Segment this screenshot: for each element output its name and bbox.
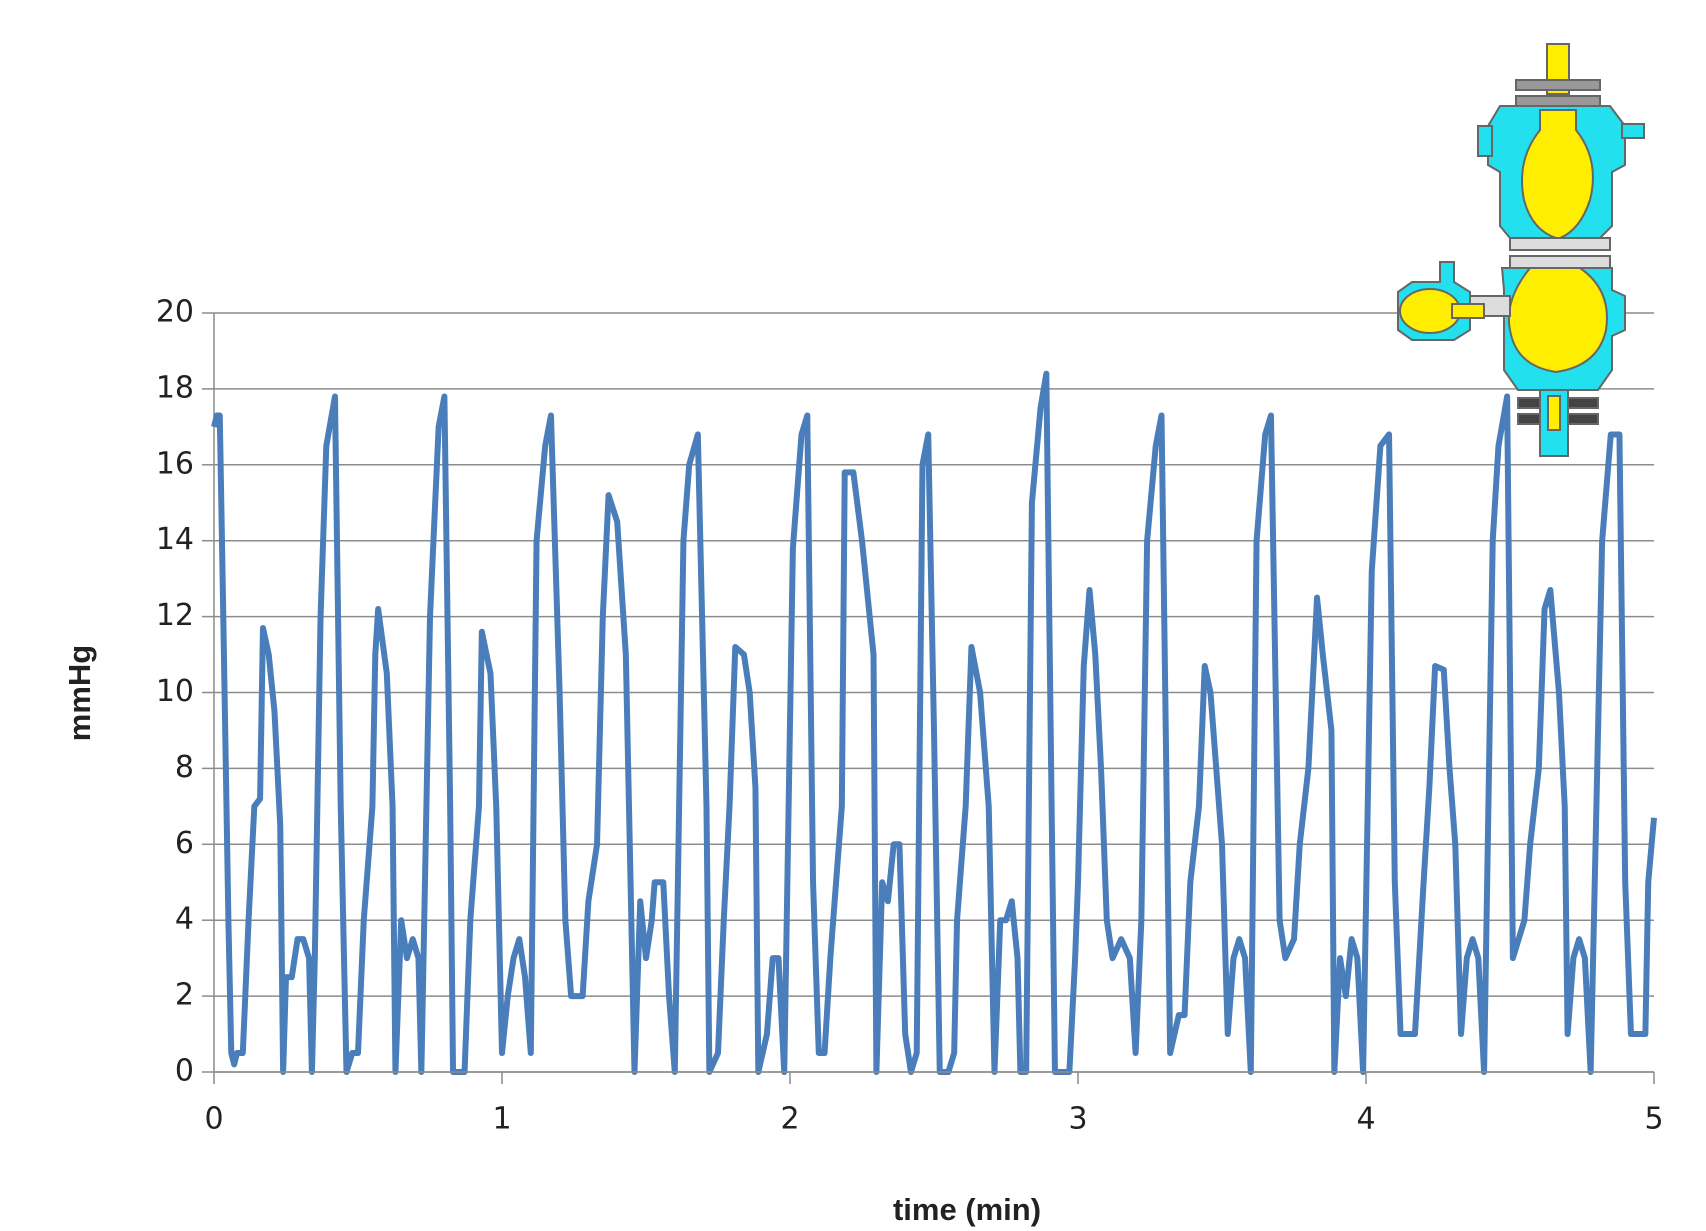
y-tick-label: 8: [175, 750, 194, 785]
x-tick-label: 1: [492, 1102, 511, 1137]
y-tick-label: 16: [156, 446, 194, 481]
y-tick-label: 12: [156, 598, 194, 633]
y-axis-title: mmHg: [62, 645, 97, 741]
y-tick-label: 4: [175, 902, 194, 937]
y-tick-label: 10: [156, 674, 194, 709]
x-tick-label: 0: [204, 1102, 223, 1137]
y-tick-label: 0: [175, 1054, 194, 1089]
x-tick-label: 4: [1356, 1102, 1375, 1137]
y-tick-label: 20: [156, 295, 194, 330]
y-tick-label: 2: [175, 978, 194, 1013]
x-tick-label: 3: [1068, 1102, 1087, 1137]
data-line: [211, 370, 1657, 1075]
x-tick-label: 5: [1644, 1102, 1663, 1137]
y-tick-label: 18: [156, 370, 194, 405]
x-axis-title: time (min): [893, 1192, 1041, 1227]
y-tick-label: 6: [175, 826, 194, 861]
x-tick-label: 2: [780, 1102, 799, 1137]
valve-icon: [1397, 43, 1645, 457]
y-tick-label: 14: [156, 522, 194, 557]
